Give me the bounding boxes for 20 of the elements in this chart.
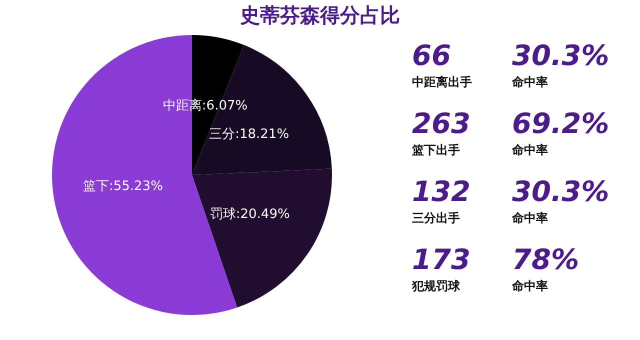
text: 犯规罚球 — [412, 278, 461, 295]
text: 命中率 — [512, 278, 549, 295]
text: 66 — [412, 39, 452, 72]
text: 篮下出手 — [412, 142, 461, 159]
slice-label: 三分:18.21% — [209, 126, 290, 142]
text: 30.3% — [512, 175, 610, 208]
chart-title: 史蒂芬森得分占比 — [239, 2, 401, 29]
text: 中距离出手 — [412, 74, 473, 91]
text: 三分出手 — [412, 210, 461, 227]
text: 132 — [412, 175, 472, 208]
text: 30.3% — [512, 39, 610, 72]
text: 173 — [412, 243, 472, 276]
slice-label: 篮下:55.23% — [82, 178, 163, 194]
text: 命中率 — [512, 142, 549, 159]
text: 命中率 — [512, 210, 549, 227]
text: 78% — [512, 243, 580, 276]
text: 263 — [412, 107, 472, 140]
text: 69.2% — [512, 107, 610, 140]
slice-label: 罚球:20.49% — [210, 206, 290, 222]
text: 命中率 — [512, 74, 549, 91]
